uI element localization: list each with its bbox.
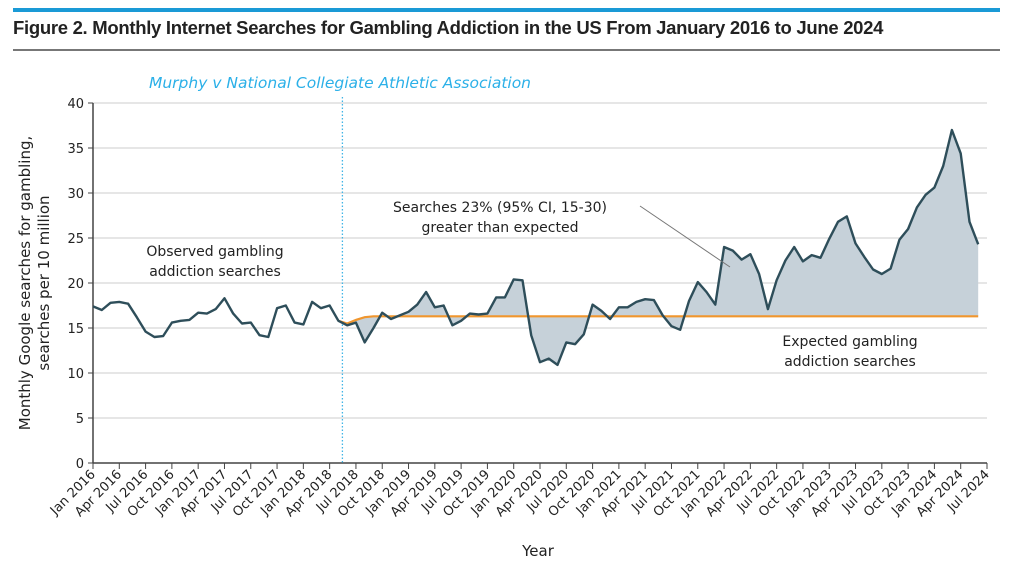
observed-label-1: Observed gambling <box>146 244 283 260</box>
y-axis-label-2: searches per 10 million <box>35 195 53 370</box>
y-tick-label: 30 <box>67 187 84 202</box>
y-axis-label-1: Monthly Google searches for gambling, <box>16 136 34 431</box>
event-label: Murphy v National Collegiate Athletic As… <box>149 74 531 92</box>
excess-label-2: greater than expected <box>422 220 579 236</box>
grid <box>92 102 987 464</box>
y-tick-label: 25 <box>67 232 84 247</box>
expected-label-2: addiction searches <box>784 354 916 370</box>
expected-label-1: Expected gambling <box>782 334 917 350</box>
excess-area <box>338 130 979 365</box>
y-tick-label: 10 <box>67 367 84 382</box>
y-tick-label: 35 <box>67 142 84 157</box>
y-ticks: 0 5 10 15 20 25 30 35 40 <box>67 97 93 472</box>
y-tick-label: 5 <box>76 412 84 427</box>
excess-label-1: Searches 23% (95% CI, 15-30) <box>393 200 607 216</box>
x-axis-label: Year <box>521 542 555 560</box>
y-tick-label: 15 <box>67 322 84 337</box>
figure-title: Figure 2. Monthly Internet Searches for … <box>13 17 884 38</box>
expected-line <box>338 315 979 325</box>
y-tick-label: 20 <box>67 277 84 292</box>
annotation-leader <box>639 205 731 268</box>
y-tick-label: 40 <box>67 97 84 112</box>
y-tick-label: 0 <box>76 457 84 472</box>
observed-line <box>92 128 980 367</box>
title-rule <box>13 49 1000 51</box>
observed-label-2: addiction searches <box>149 264 281 280</box>
accent-bar <box>13 8 1000 12</box>
